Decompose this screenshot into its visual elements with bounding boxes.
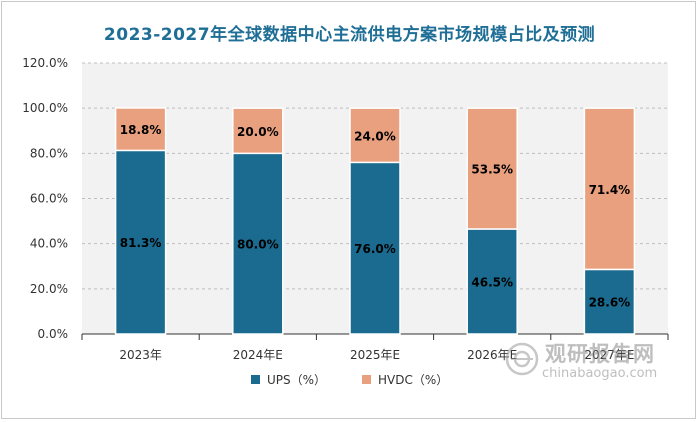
- data-label: 80.0%: [237, 238, 279, 252]
- bar-ups: [349, 161, 401, 335]
- bar-hvdc: [349, 107, 401, 164]
- bar-hvdc: [114, 107, 167, 152]
- watermark-text-en: chinabaogao.com: [542, 366, 658, 381]
- data-label: 46.5%: [471, 275, 513, 289]
- data-label: 71.4%: [589, 183, 631, 197]
- y-tick-label: 100.0%: [22, 101, 68, 115]
- bar-hvdc: [232, 107, 284, 155]
- bar-ups: [232, 152, 284, 335]
- y-tick-label: 80.0%: [30, 146, 68, 160]
- data-label: 18.8%: [120, 123, 162, 137]
- y-tick-label: 40.0%: [30, 237, 68, 251]
- watermark-logo-icon: [505, 342, 539, 376]
- data-label: 28.6%: [589, 296, 631, 310]
- bar-ups: [114, 149, 167, 335]
- y-tick-label: 120.0%: [22, 56, 68, 70]
- bar-ups: [583, 268, 636, 335]
- data-label: 20.0%: [237, 125, 279, 139]
- legend-label-hvdc: HVDC（%）: [378, 373, 448, 387]
- bar-hvdc: [583, 107, 636, 271]
- legend-swatch-hvdc: [362, 375, 371, 384]
- y-tick-label: 60.0%: [30, 192, 68, 206]
- y-tick-label: 20.0%: [30, 282, 68, 296]
- legend-swatch-ups: [251, 375, 260, 384]
- data-label: 76.0%: [354, 242, 396, 256]
- y-tick-label: 0.0%: [38, 327, 69, 341]
- data-label: 53.5%: [471, 163, 513, 177]
- x-tick-label: 2023年: [119, 348, 162, 362]
- bar-ups: [466, 228, 518, 335]
- data-label: 81.3%: [120, 236, 162, 250]
- x-tick-label: 2024年E: [233, 348, 283, 362]
- x-tick-label: 2027年E: [584, 348, 634, 362]
- x-tick-label: 2026年E: [467, 348, 517, 362]
- chart-title: 2023-2027年全球数据中心主流供电方案市场规模占比及预测: [103, 25, 596, 45]
- legend-label-ups: UPS（%）: [267, 373, 326, 387]
- watermark-text-cn: 观研报告网: [545, 342, 655, 366]
- bar-hvdc: [466, 107, 518, 230]
- data-label: 24.0%: [354, 129, 396, 143]
- watermark: 观研报告网 chinabaogao.com: [505, 338, 695, 386]
- x-tick-label: 2025年E: [350, 348, 400, 362]
